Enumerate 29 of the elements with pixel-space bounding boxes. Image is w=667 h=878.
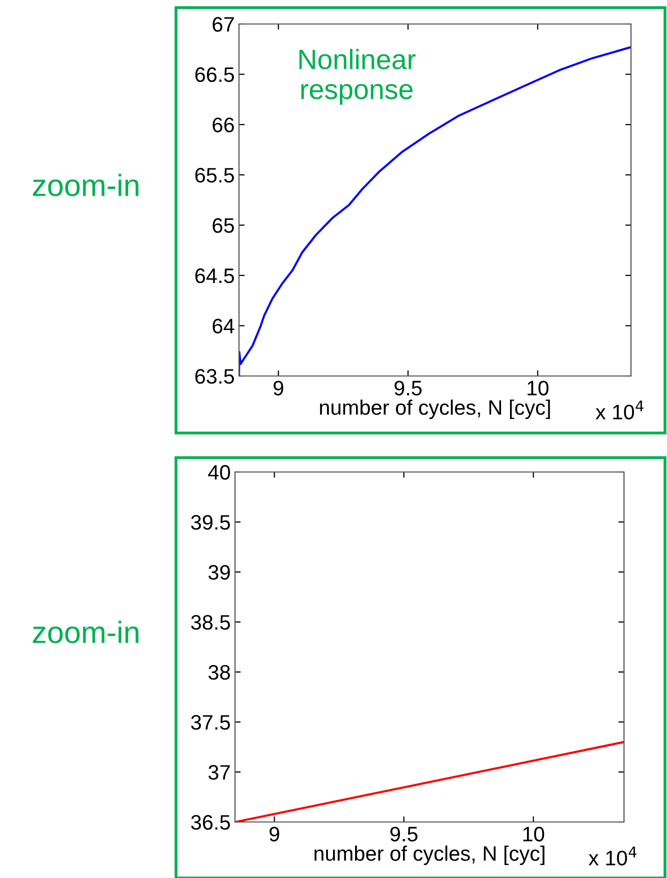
x-axis-title: number of cycles, N [cyc] — [314, 846, 544, 866]
y-tick-label: 38 — [208, 665, 230, 680]
text: zoom-in — [32, 620, 138, 644]
y-tick-label: 64.5 — [195, 268, 234, 284]
y-tick-label: 63.5 — [195, 369, 234, 384]
x-tick-label: 10 — [528, 380, 548, 396]
y-tick-label: 66.5 — [195, 67, 234, 82]
text: zoom-in — [32, 174, 138, 196]
y-tick-label: 37.5 — [191, 715, 230, 730]
text: x 10$^{4}$ — [596, 400, 644, 420]
x-tick-label: 9 — [270, 826, 280, 842]
x-axis-title: number of cycles, N [cyc] — [320, 400, 550, 420]
y-tick-label: 39.5 — [191, 515, 230, 530]
text: x 10$^{4}$ — [588, 846, 636, 866]
y-tick-label: 38.5 — [191, 615, 230, 630]
y-tick-label: 39 — [208, 565, 230, 580]
y-tick-label: 40 — [208, 465, 230, 480]
y-tick-label: 66 — [212, 118, 234, 132]
x-tick-label: 10 — [523, 826, 544, 842]
x-tick-label: 9.5 — [394, 380, 422, 396]
y-tick-label: 67 — [212, 17, 234, 32]
y-tick-label: 64 — [212, 318, 234, 334]
y-tick-label: 65.5 — [195, 168, 234, 183]
y-tick-label: 65 — [212, 218, 234, 233]
y-tick-label: 36.5 — [191, 815, 230, 830]
y-tick-label: 37 — [208, 765, 230, 780]
annotation: Nonlinear response — [299, 48, 416, 105]
x-tick-label: 9 — [274, 380, 284, 396]
x-tick-label: 9.5 — [390, 826, 418, 842]
